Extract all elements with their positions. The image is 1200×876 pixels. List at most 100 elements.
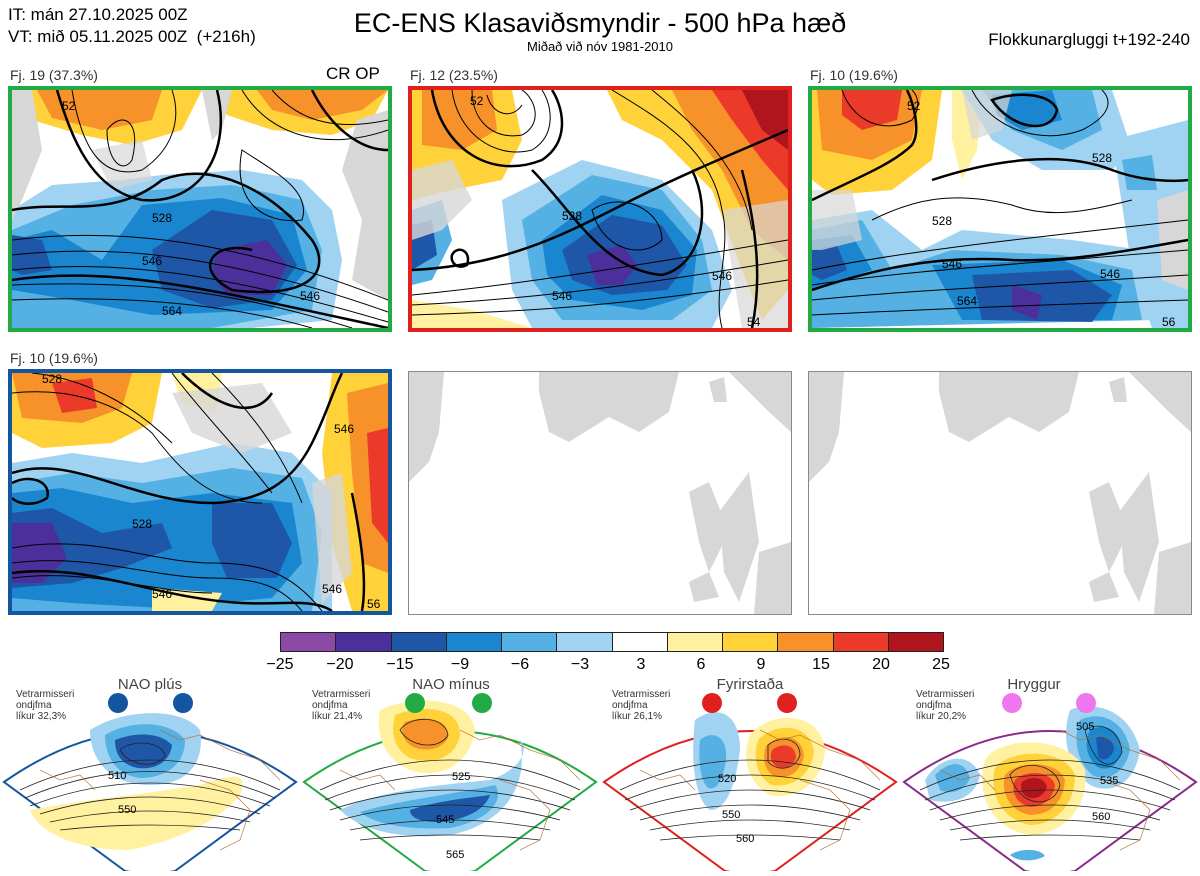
contour-label: 546 [142,254,162,268]
regime-contour-label: 550 [722,809,740,821]
contour-label: 528 [932,214,952,228]
regime-2-text-line: ondjfma [312,700,348,711]
regime-1-text-line: líkur 32,3% [16,711,67,722]
contour-label: 564 [162,304,182,318]
colorbar-swatch [778,633,834,651]
empty-map-6 [808,371,1192,615]
colorbar-swatch [391,633,447,651]
regime-1-text-line: ondjfma [16,700,52,711]
regime-4-text-line: Vetrarmisseri [916,689,975,700]
colorbar-tick: −6 [510,656,530,673]
page-subtitle: Miðað við nóv 1981-2010 [527,39,673,54]
regime-2-text: Vetrarmisseri ondjfma líkur 21,4% [312,689,370,722]
colorbar-tick: 6 [696,656,706,673]
regime-2-dot [472,693,492,713]
regime-3-dot [702,693,722,713]
panel-1-label: Fj. 19 (37.3%) [10,67,98,83]
regime-4-text-line: líkur 20,2% [916,711,967,722]
contour-label: 54 [747,315,761,328]
regime-contour-label: 505 [1076,721,1094,733]
colorbar-tick: 3 [636,656,646,673]
colorbar-tick: −9 [450,656,470,673]
regime-1-text-line: Vetrarmisseri [16,689,75,700]
contour-label: 52 [470,94,484,108]
regime-2-title: NAO mínus [412,676,490,693]
regime-1-text: Vetrarmisseri ondjfma líkur 32,3% [16,689,74,722]
cluster-map-4: 528 528 546 546 56 546 [8,369,392,615]
regime-3-text-line: Vetrarmisseri [612,689,671,700]
colorbar-swatch [723,633,779,651]
contour-label: 546 [552,289,572,303]
contour-label: 528 [1092,151,1112,165]
colorbar-tick: 20 [872,656,890,673]
cluster-map-1: 528 546 546 564 52 [8,86,392,332]
regime-map-blocking: 520 550 560 [600,690,900,875]
colorbar-swatch [612,633,668,651]
colorbar [280,632,944,652]
regime-contour-label: 545 [436,814,454,826]
regime-3-dot [777,693,797,713]
regime-4-dot [1002,693,1022,713]
contour-label: 564 [957,294,977,308]
regime-4-text-line: ondjfma [916,700,952,711]
colorbar-tick: −15 [386,656,414,673]
regime-2-text-line: Vetrarmisseri [312,689,371,700]
regime-4-text: Vetrarmisseri ondjfma líkur 20,2% [916,689,974,722]
contour-label: 528 [42,373,62,386]
classification-window: Flokkunargluggi t+192-240 [988,30,1190,49]
panel-2-label: Fj. 12 (23.5%) [410,67,498,83]
panel-4-label: Fj. 10 (19.6%) [10,350,98,366]
regime-1-dot [108,693,128,713]
regime-3-text: Vetrarmisseri ondjfma líkur 26,1% [612,689,670,722]
regime-contour-label: 520 [718,773,736,785]
regime-3-text-line: ondjfma [612,700,648,711]
regime-contour-label: 525 [452,771,470,783]
contour-label: 528 [152,211,172,225]
cluster-map-3: 528 528 546 564 546 52 56 [808,86,1192,332]
regime-map-ridge: 505 535 560 [900,690,1200,875]
regime-map-nao-minus: 525 545 565 [300,690,600,875]
colorbar-tick: −3 [570,656,590,673]
contour-label: 56 [1162,315,1176,328]
colorbar-tick: 9 [756,656,766,673]
page-title: EC-ENS Klasaviðsmyndir - 500 hPa hæð [353,8,847,38]
colorbar-tick: −20 [326,656,354,673]
colorbar-swatch [888,633,943,651]
regime-contour-label: 550 [118,804,136,816]
colorbar-swatch [667,633,723,651]
colorbar-swatch [502,633,558,651]
contour-label: 546 [152,587,172,601]
colorbar-swatch [833,633,889,651]
empty-map-5 [408,371,792,615]
contour-label: 546 [334,422,354,436]
regime-contour-label: 560 [736,833,754,845]
cluster-map-2: 528 546 52 546 54 [408,86,792,332]
contour-label: 546 [1100,267,1120,281]
contour-label: 52 [62,99,76,113]
regime-1-dot [173,693,193,713]
header-times: IT: mán 27.10.2025 00Z VT: mið 05.11.202… [8,4,256,48]
colorbar-tick: 25 [932,656,950,673]
colorbar-tick: 15 [812,656,830,673]
contour-label: 52 [907,99,921,113]
regime-2-dot [405,693,425,713]
init-time: IT: mán 27.10.2025 00Z [8,5,188,24]
regime-contour-label: 565 [446,849,464,861]
regime-3-text-line: líkur 26,1% [612,711,663,722]
valid-time: VT: mið 05.11.2025 00Z (+216h) [8,27,256,46]
contour-label: 528 [132,517,152,531]
colorbar-swatch [446,633,502,651]
colorbar-tick: −25 [266,656,294,673]
panel-3-label: Fj. 10 (19.6%) [810,67,898,83]
contour-label: 546 [300,289,320,303]
regime-4-title: Hryggur [1007,676,1061,693]
regime-4-dot [1076,693,1096,713]
contour-label: 528 [562,209,582,223]
contour-label: 56 [367,597,381,611]
regime-map-nao-plus: 510 550 [0,690,300,875]
colorbar-swatch [336,633,392,651]
contour-label: 546 [942,257,962,271]
regime-contour-label: 535 [1100,775,1118,787]
regime-1-title: NAO plús [117,676,183,693]
regime-3-title: Fyrirstaða [716,676,784,693]
